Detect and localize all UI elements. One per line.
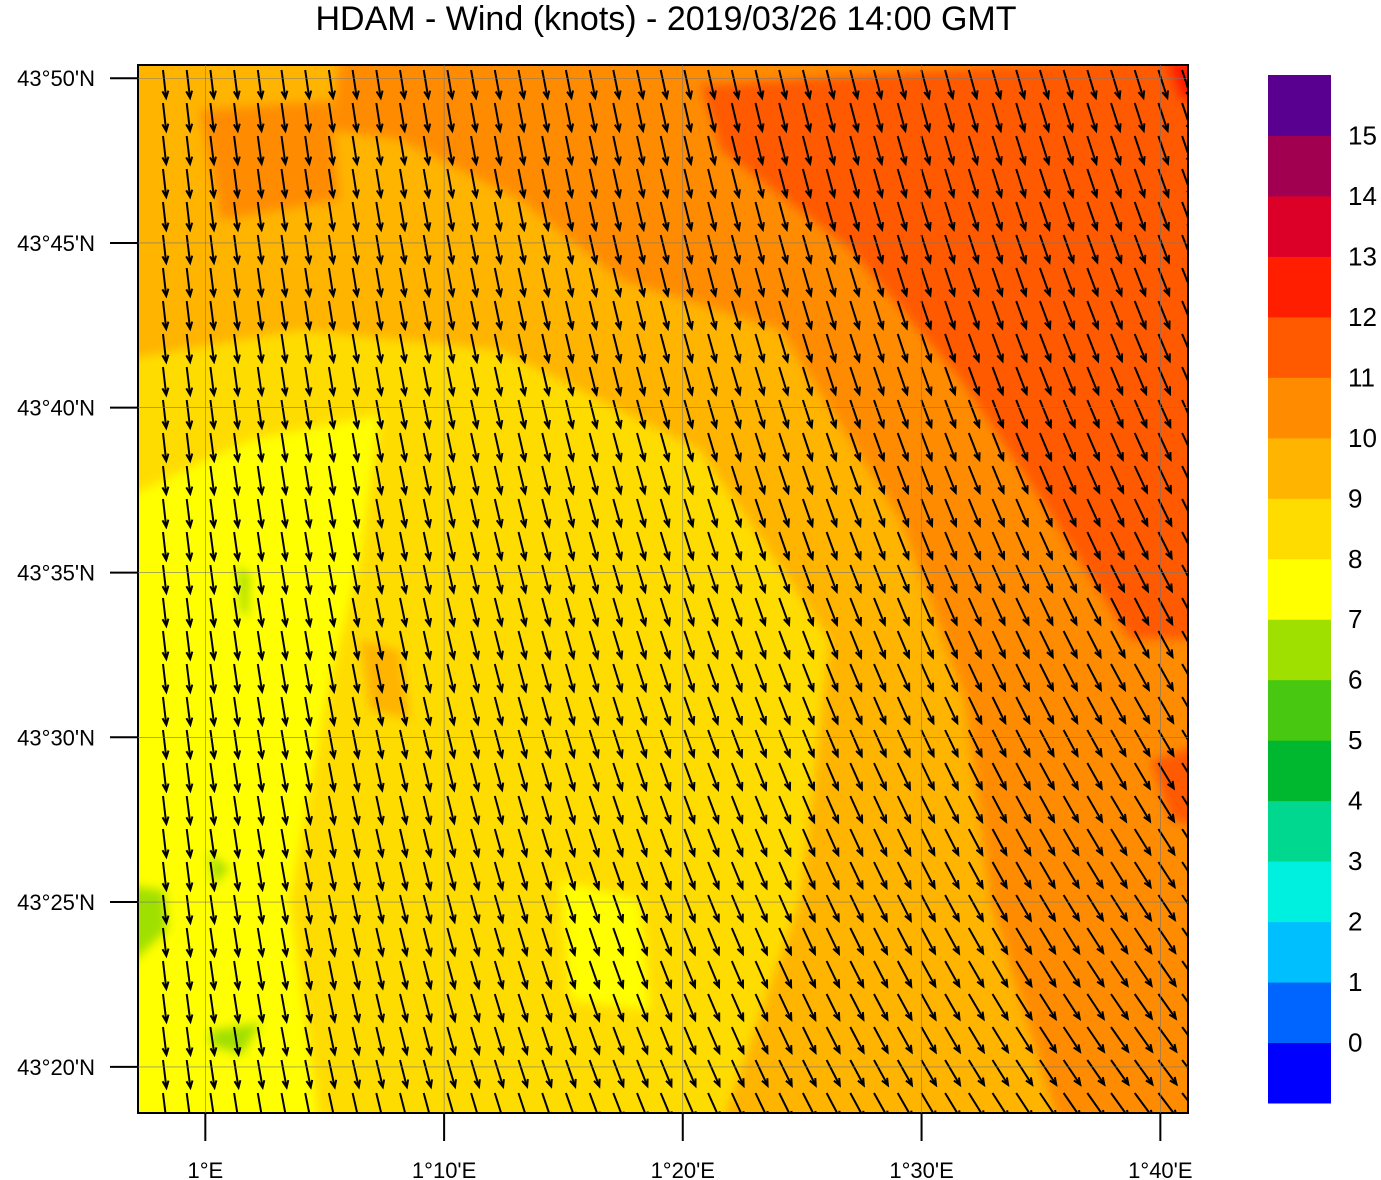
colorbar-box bbox=[1268, 679, 1331, 741]
colorbar-box bbox=[1268, 619, 1331, 681]
colorbar-box bbox=[1268, 921, 1331, 983]
field-zone bbox=[138, 886, 168, 958]
y-tick-label: 43°45'N bbox=[17, 231, 95, 256]
field-zone bbox=[238, 565, 250, 618]
x-tick-label: 1°E bbox=[187, 1158, 223, 1180]
field-zone bbox=[360, 640, 410, 720]
colorbar-label: 4 bbox=[1348, 786, 1362, 816]
colorbar-box bbox=[1268, 377, 1331, 439]
field-zone bbox=[200, 100, 340, 220]
y-tick-label: 43°30'N bbox=[17, 725, 95, 750]
colorbar-box bbox=[1268, 558, 1331, 620]
colorbar-box bbox=[1268, 861, 1331, 923]
colorbar-box bbox=[1268, 195, 1331, 257]
colorbar-label: 8 bbox=[1348, 544, 1362, 574]
colorbar-label: 7 bbox=[1348, 604, 1362, 634]
y-tick-label: 43°25'N bbox=[17, 890, 95, 915]
axes: 1°E 1°10'E 1°20'E 1°30'E 1°40'E 43°20'N 43°25'… bbox=[17, 65, 1193, 1180]
colorbar-label: 10 bbox=[1348, 423, 1377, 453]
colorbar-label: 14 bbox=[1348, 181, 1377, 211]
y-tick-label: 43°35'N bbox=[17, 561, 95, 586]
colorbar-box bbox=[1268, 740, 1331, 802]
wind-arrows bbox=[161, 69, 1188, 1113]
colorbar-label: 11 bbox=[1348, 362, 1375, 392]
colorbar-box bbox=[1268, 256, 1331, 318]
map-title: HDAM - Wind (knots) - 2019/03/26 14:00 G… bbox=[315, 0, 1016, 38]
y-tick-label: 43°40'N bbox=[17, 396, 95, 421]
x-tick-label: 1°20'E bbox=[651, 1158, 715, 1180]
colorbar-label: 3 bbox=[1348, 846, 1362, 876]
colorbar-label: 12 bbox=[1348, 302, 1377, 332]
x-tick-label: 1°40'E bbox=[1128, 1158, 1192, 1180]
wind-field bbox=[138, 65, 1188, 1113]
colorbar-box bbox=[1268, 498, 1331, 560]
colorbar-label: 1 bbox=[1348, 967, 1362, 997]
field-zone bbox=[560, 880, 650, 1010]
y-tick-label: 43°20'N bbox=[17, 1055, 95, 1080]
colorbar-label: 6 bbox=[1348, 665, 1362, 695]
colorbar-box bbox=[1268, 75, 1331, 136]
colorbar-box bbox=[1268, 800, 1331, 862]
colorbar-label: 0 bbox=[1348, 1028, 1362, 1058]
colorbar-label: 13 bbox=[1348, 241, 1377, 271]
colorbar-box bbox=[1268, 1042, 1331, 1104]
colorbar-box bbox=[1268, 437, 1331, 499]
field-zone bbox=[138, 415, 380, 1113]
colorbar-label: 2 bbox=[1348, 907, 1362, 937]
colorbar-label: 15 bbox=[1348, 120, 1377, 150]
colorbar-label: 9 bbox=[1348, 483, 1362, 513]
x-tick-label: 1°10'E bbox=[412, 1158, 476, 1180]
colorbar-box bbox=[1268, 135, 1331, 197]
y-tick-label: 43°50'N bbox=[17, 66, 95, 91]
colorbar-box bbox=[1268, 316, 1331, 378]
colorbar-label: 5 bbox=[1348, 725, 1362, 755]
x-tick-label: 1°30'E bbox=[889, 1158, 953, 1180]
colorbar-box bbox=[1268, 982, 1331, 1044]
map-frame bbox=[137, 64, 1189, 1114]
